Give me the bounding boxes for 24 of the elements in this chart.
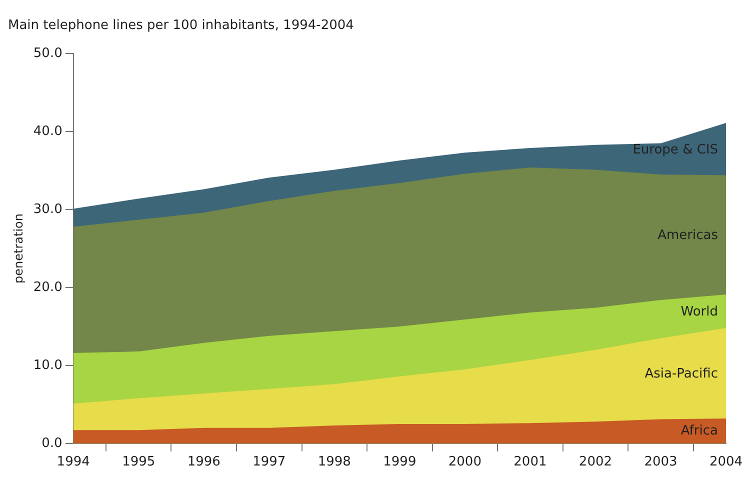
y-tick-label: 20.0 [33,280,62,295]
x-tick-label: 2002 [578,454,612,470]
x-tick-label: 2000 [448,454,482,470]
series-label: Americas [658,228,718,244]
x-tick-label: 1994 [56,454,90,470]
x-tick-label: 2003 [644,454,678,470]
y-tick-label: 10.0 [33,358,62,373]
x-tick-label: 1997 [252,454,286,470]
y-tick-label: 0.0 [42,436,62,451]
y-tick-label: 40.0 [33,124,62,139]
y-axis-title: penetration [11,214,26,284]
chart-title: Main telephone lines per 100 inhabitants, 1994-2004 [8,18,354,34]
x-tick-label: 2001 [514,454,547,470]
series-label: Europe & CIS [632,142,718,158]
y-tick-label: 30.0 [33,202,62,217]
series-label: Asia-Pacific [644,366,718,382]
x-tick-label: 1999 [383,454,416,470]
series-label: World [680,304,718,320]
series-label: Africa [680,424,718,439]
x-tick-label: 1996 [187,454,220,470]
x-tick-label: 1995 [122,454,156,470]
x-tick-label: 2004 [709,454,743,470]
y-tick-label: 50.0 [33,46,62,61]
x-tick-label: 1998 [318,454,351,470]
